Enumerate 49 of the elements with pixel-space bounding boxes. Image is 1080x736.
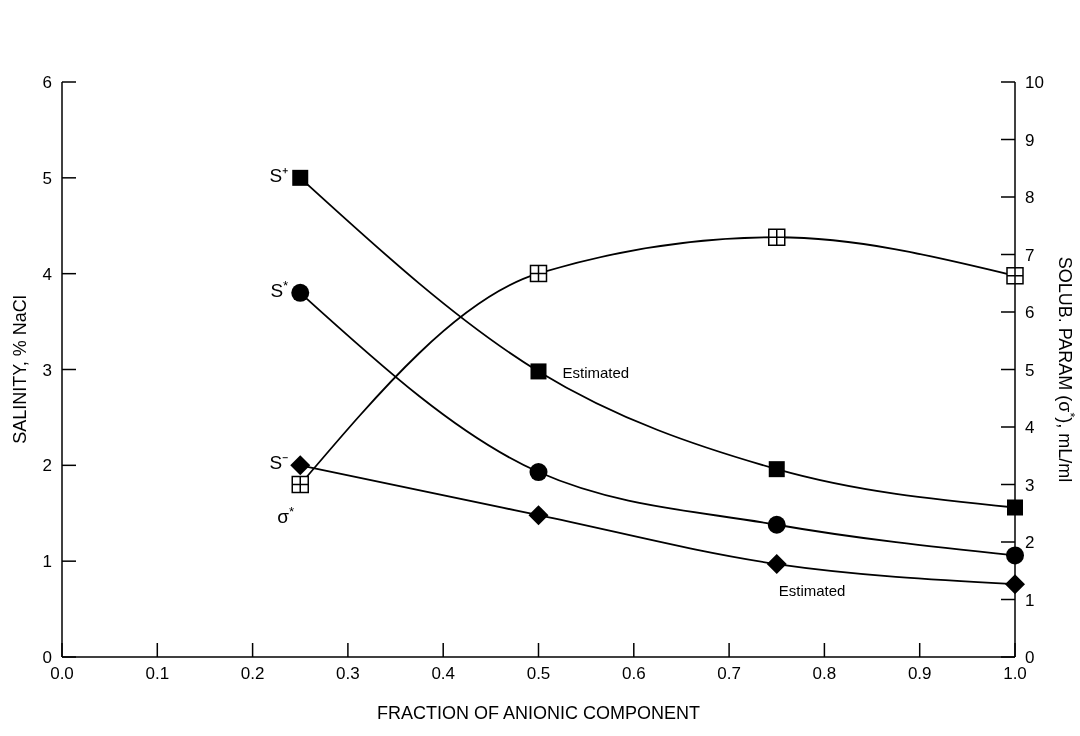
y-tick-label: 3 bbox=[42, 360, 52, 380]
x-axis-title: FRACTION OF ANIONIC COMPONENT bbox=[376, 703, 701, 723]
point bbox=[1005, 574, 1025, 595]
y-axis-title: SALINITY, % NaCl bbox=[10, 295, 30, 444]
point bbox=[1006, 546, 1024, 565]
x-tick-label: 0.8 bbox=[812, 664, 837, 683]
x-tick-label: 0.0 bbox=[50, 664, 74, 683]
x-tick-label: 0.9 bbox=[907, 664, 932, 683]
y2-tick-label: 3 bbox=[1025, 475, 1035, 495]
y2-tick-label: 2 bbox=[1025, 533, 1035, 552]
point bbox=[290, 455, 311, 476]
y2-tick-label: 6 bbox=[1025, 303, 1035, 322]
point bbox=[768, 461, 785, 478]
x-tick-label: 0.5 bbox=[526, 664, 551, 683]
y-tick-label: 4 bbox=[42, 264, 52, 284]
series-label: S$^{*}$ bbox=[270, 277, 289, 301]
y2-tick-label: 5 bbox=[1025, 360, 1035, 380]
y2-tick-label: 7 bbox=[1025, 245, 1035, 265]
y2-tick-label: 9 bbox=[1025, 130, 1035, 150]
annotation: Estimated bbox=[562, 364, 630, 382]
point bbox=[767, 515, 786, 534]
y2-tick-label: 4 bbox=[1025, 418, 1035, 437]
y2-tick-label: 8 bbox=[1025, 188, 1035, 207]
point bbox=[766, 554, 787, 575]
y2-tick-label: 0 bbox=[1025, 648, 1035, 667]
y2-tick-label: 10 bbox=[1025, 73, 1044, 92]
x-tick-label: 0.1 bbox=[145, 664, 170, 683]
series-label: σ$^{*}$ bbox=[277, 503, 295, 527]
y-tick-label: 6 bbox=[42, 73, 52, 92]
x-tick-label: 0.4 bbox=[431, 664, 456, 683]
point bbox=[528, 505, 549, 526]
x-tick-label: 1.0 bbox=[1003, 664, 1027, 683]
y2-tick-label: 1 bbox=[1025, 590, 1035, 610]
point bbox=[292, 169, 309, 186]
point bbox=[529, 463, 548, 482]
y-tick-label: 1 bbox=[42, 552, 52, 572]
x-tick-label: 0.3 bbox=[336, 664, 360, 683]
y-tick-label: 0 bbox=[42, 648, 52, 667]
y-tick-label: 5 bbox=[42, 168, 52, 188]
point bbox=[530, 363, 547, 380]
annotation: Estimated bbox=[778, 582, 846, 600]
point bbox=[1007, 499, 1023, 516]
x-tick-label: 0.7 bbox=[717, 664, 741, 683]
series-label: S⁻ bbox=[269, 452, 289, 474]
y-tick-label: 2 bbox=[42, 456, 52, 476]
x-tick-label: 0.2 bbox=[240, 664, 265, 683]
x-tick-label: 0.6 bbox=[621, 664, 646, 683]
point bbox=[291, 283, 310, 302]
series-label: S⁺ bbox=[269, 164, 289, 186]
